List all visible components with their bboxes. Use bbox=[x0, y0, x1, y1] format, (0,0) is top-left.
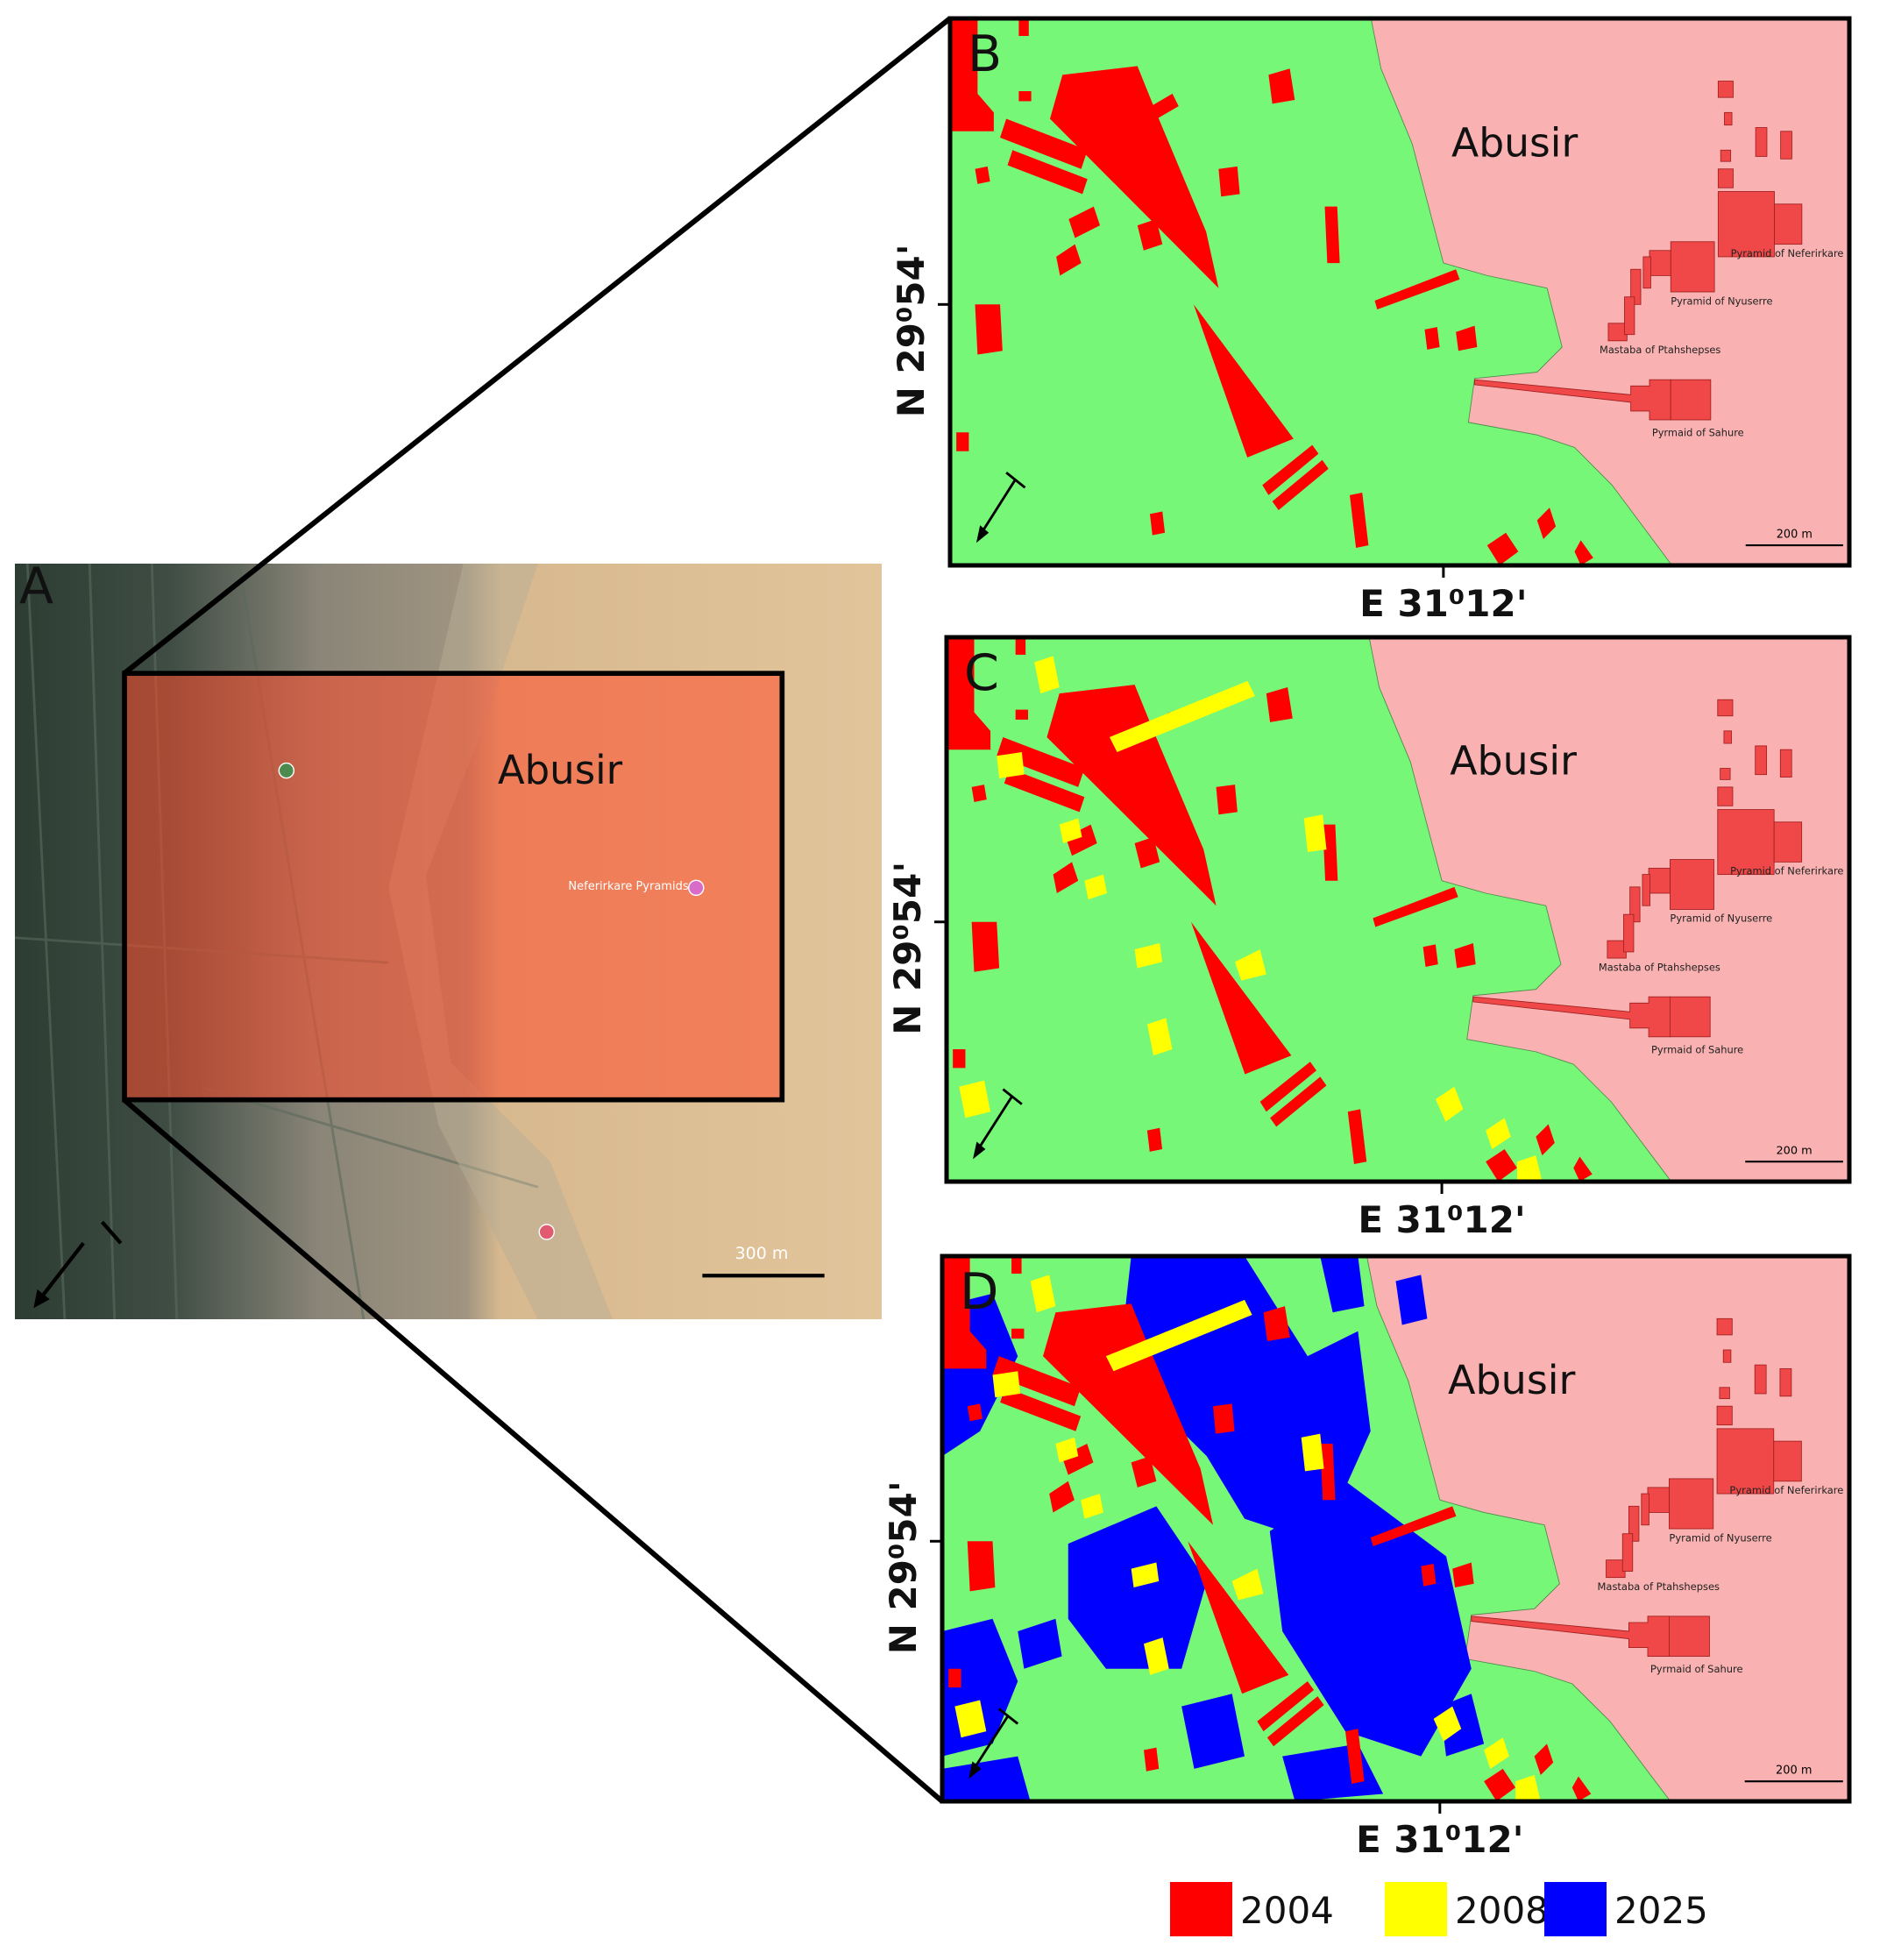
site-label: Pyramid of Nyuserre bbox=[1671, 295, 1772, 307]
scale-label: 300 m bbox=[735, 1244, 789, 1263]
longitude-label: E 31⁰12' bbox=[1356, 1818, 1523, 1861]
north-arrow bbox=[978, 479, 1017, 536]
site-label: Pyramid of Neferirkare bbox=[1731, 247, 1844, 259]
site-label: Pyrmaid of Sahure bbox=[1652, 427, 1744, 439]
north-arrow bbox=[997, 1708, 1019, 1725]
place-label: Abusir bbox=[1451, 119, 1578, 166]
panel-frame bbox=[944, 635, 1852, 1184]
land-use-map: Pyramid of Neferirkare Pyramid of Nyuserr… bbox=[947, 637, 1849, 1182]
panel-label: D bbox=[960, 1262, 998, 1321]
longitude-label: E 31⁰12' bbox=[1359, 582, 1527, 625]
scale-label: 200 m bbox=[1776, 1765, 1812, 1778]
site-label: Mastaba of Ptahshepses bbox=[1599, 961, 1720, 973]
north-arrow bbox=[1002, 1088, 1023, 1105]
north-arrow-head bbox=[975, 525, 990, 543]
longitude-label: E 31⁰12' bbox=[1358, 1198, 1525, 1241]
map-panel: Pyramid of Neferirkare Pyramid of Nyuserr… bbox=[882, 1253, 1852, 1861]
legend-label: 2008 bbox=[1455, 1889, 1549, 1932]
site-label: Mastaba of Ptahshepses bbox=[1600, 344, 1720, 356]
panel-label: A bbox=[19, 557, 53, 615]
place-label: Abusir bbox=[1448, 1356, 1576, 1403]
site-label: Pyrmaid of Sahure bbox=[1651, 1043, 1743, 1055]
site-label: Pyrmaid of Sahure bbox=[1650, 1663, 1743, 1675]
site-label: Pyramid of Nyuserre bbox=[1669, 1531, 1771, 1544]
legend-swatch bbox=[1170, 1882, 1232, 1936]
panel-frame bbox=[940, 1253, 1852, 1804]
legend-swatch bbox=[1385, 1882, 1447, 1936]
scale-label: 200 m bbox=[1777, 528, 1813, 541]
place-label: Abusir bbox=[498, 747, 623, 793]
land-use-map: Pyramid of Neferirkare Pyramid of Nyuserr… bbox=[950, 18, 1849, 565]
poi-label: Neferirkare Pyramids bbox=[568, 880, 688, 893]
site-label: Pyramid of Nyuserre bbox=[1670, 913, 1772, 925]
satellite-panel: A Abusir Neferirkare Pyramids 300 m bbox=[15, 557, 882, 1319]
panel-label: C bbox=[964, 644, 999, 702]
site-label: Mastaba of Ptahshepses bbox=[1598, 1580, 1720, 1593]
latitude-label: N 29⁰54' bbox=[886, 862, 929, 1035]
place-label: Abusir bbox=[1450, 738, 1577, 785]
north-arrow-head bbox=[968, 1761, 982, 1779]
panel-label: B bbox=[968, 25, 1002, 83]
legend-label: 2025 bbox=[1614, 1889, 1708, 1932]
north-arrow bbox=[971, 1715, 1009, 1772]
latitude-label: N 29⁰54' bbox=[890, 244, 933, 417]
satellite-map bbox=[15, 564, 882, 1319]
legend-label: 2004 bbox=[1240, 1889, 1334, 1932]
map-panel: Pyramid of Neferirkare Pyramid of Nyuserr… bbox=[890, 16, 1852, 625]
map-panel: Pyramid of Neferirkare Pyramid of Nyuserr… bbox=[886, 635, 1852, 1241]
zoom-line bbox=[123, 16, 952, 676]
zoom-line bbox=[123, 1097, 944, 1804]
panel-frame bbox=[947, 16, 1852, 568]
site-label: Pyramid of Neferirkare bbox=[1730, 865, 1843, 877]
legend-swatch bbox=[1544, 1882, 1607, 1936]
north-arrow bbox=[1005, 471, 1026, 489]
site-label: Pyramid of Neferirkare bbox=[1729, 1484, 1843, 1496]
north-arrow-head bbox=[973, 1141, 986, 1160]
north-arrow bbox=[975, 1096, 1013, 1153]
scale-label: 200 m bbox=[1776, 1145, 1812, 1158]
latitude-label: N 29⁰54' bbox=[882, 1481, 925, 1654]
land-use-map: Pyramid of Neferirkare Pyramid of Nyuserr… bbox=[942, 1256, 1849, 1801]
